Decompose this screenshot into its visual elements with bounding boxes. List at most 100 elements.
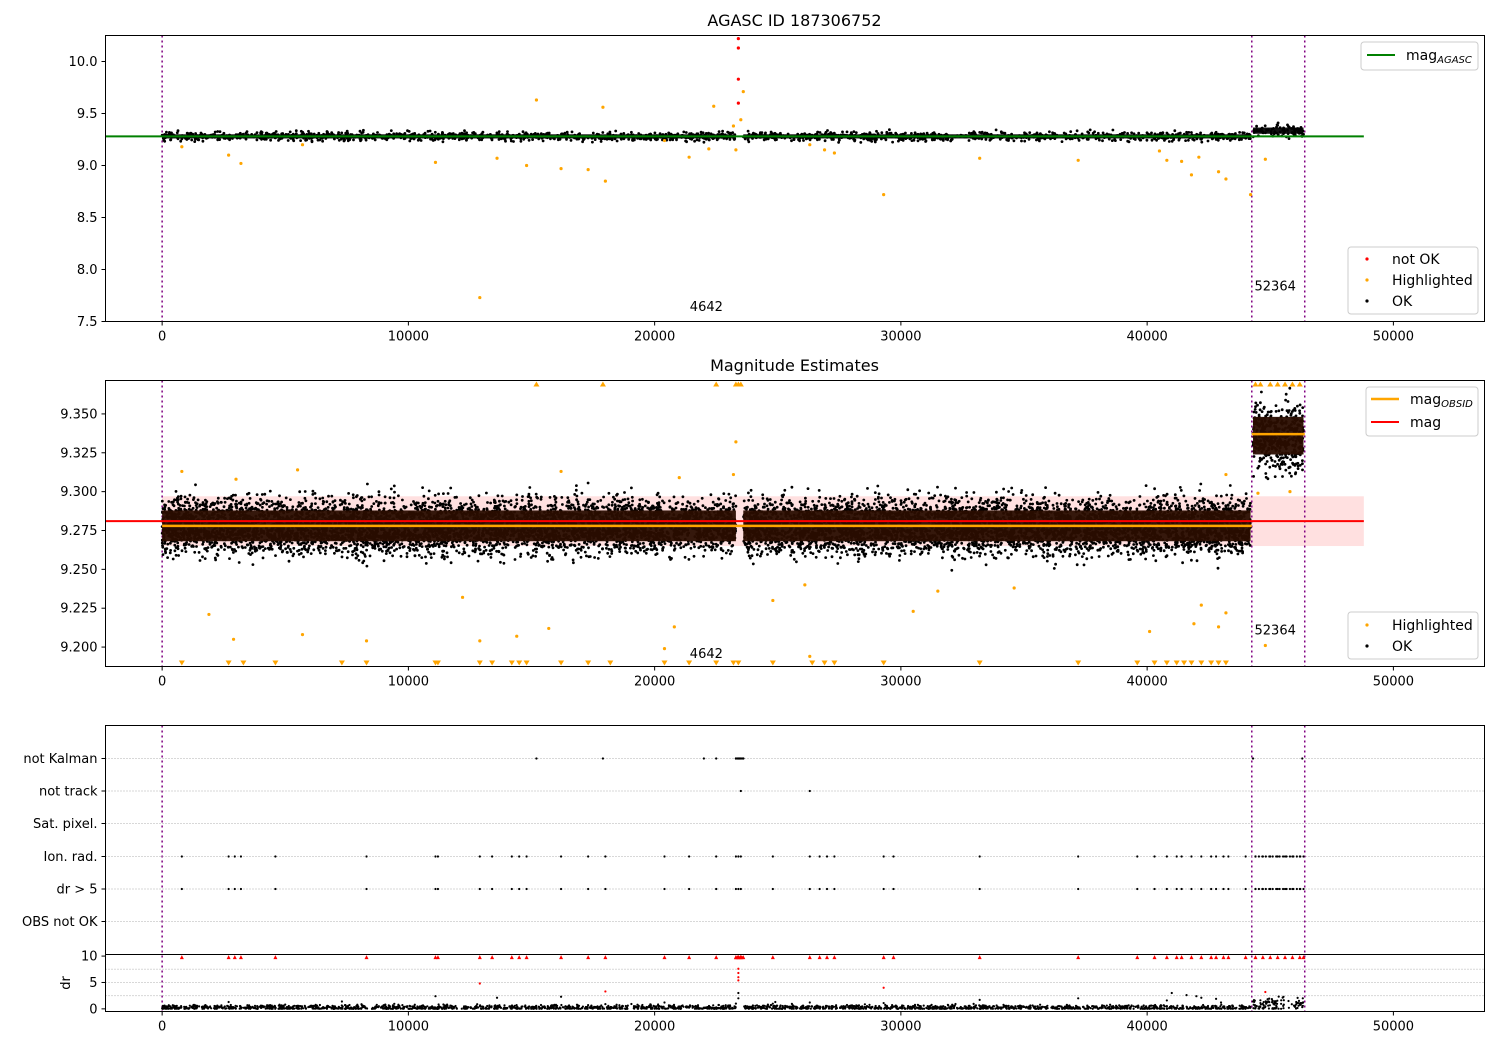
ok-point: [534, 554, 537, 558]
ok-point: [1290, 126, 1294, 130]
ok-point: [379, 547, 383, 551]
ok-point: [395, 132, 398, 136]
ok-point: [264, 137, 268, 141]
not-ok-point: [736, 77, 740, 81]
ok-point: [627, 501, 631, 505]
ok-point: [534, 492, 538, 496]
ok-point: [176, 137, 180, 141]
ok-point: [376, 131, 379, 134]
ok-point: [235, 499, 238, 503]
ok-point: [1012, 139, 1016, 143]
ok-point: [566, 133, 570, 137]
ok-point: [540, 136, 544, 140]
ok-point: [441, 505, 445, 508]
ok-point: [599, 137, 603, 141]
ok-point: [938, 137, 942, 141]
ok-point: [1126, 132, 1129, 135]
ok-point: [575, 484, 578, 487]
ok-point: [244, 137, 248, 141]
ok-point: [613, 545, 617, 549]
ok-point: [383, 495, 387, 499]
ok-point: [289, 498, 292, 501]
ok-point: [571, 503, 575, 507]
ok-point: [428, 129, 432, 133]
ok-point: [759, 132, 763, 136]
ok-point: [399, 554, 403, 558]
ok-point: [1133, 138, 1137, 141]
ok-point: [310, 139, 314, 143]
highlighted-legend-label: Highlighted: [1392, 273, 1473, 289]
ok-point: [265, 131, 269, 135]
ok-point: [444, 503, 448, 507]
ok-point: [294, 129, 298, 133]
ok-point: [166, 542, 170, 546]
ok-point: [471, 543, 475, 547]
ok-point: [1214, 138, 1218, 141]
ok-point: [1033, 133, 1037, 136]
ok-point: [852, 130, 856, 134]
ok-point: [533, 132, 537, 135]
ok-point: [500, 494, 504, 498]
ok-point: [1278, 130, 1282, 134]
ok-point: [1233, 133, 1237, 136]
ok-point: [470, 498, 474, 502]
ok-point: [278, 494, 281, 498]
ok-point: [888, 128, 891, 132]
ok-point: [800, 132, 804, 136]
ok-point: [732, 138, 736, 141]
ok-point: [561, 503, 564, 506]
ok-point: [1170, 139, 1174, 143]
ok-point: [450, 545, 453, 549]
ok-point: [1036, 138, 1040, 141]
ok-point: [457, 544, 460, 547]
ok-point: [832, 131, 836, 135]
ok-point: [243, 546, 247, 549]
ok-point: [796, 132, 800, 136]
ok-point: [818, 131, 822, 134]
ok-point: [751, 132, 755, 136]
ok-point: [734, 494, 737, 498]
ok-point: [1220, 132, 1224, 136]
ok-point: [1167, 140, 1171, 143]
ok-point: [345, 129, 349, 133]
ok-point: [649, 132, 652, 136]
ok-point: [443, 557, 446, 561]
ok-point: [481, 130, 485, 134]
ok-point: [615, 139, 619, 143]
ok-point: [622, 132, 626, 135]
ok-point: [255, 131, 259, 135]
ok-point: [563, 131, 567, 135]
ok-point: [330, 494, 334, 498]
ok-point: [497, 138, 501, 141]
ok-point: [235, 136, 239, 140]
ok-point: [472, 541, 475, 545]
ok-point: [624, 546, 627, 550]
ok-point: [449, 486, 453, 490]
ok-point: [870, 140, 874, 143]
ok-point: [630, 495, 634, 499]
ok-point: [646, 506, 650, 510]
ok-point: [539, 132, 543, 136]
ok-point: [164, 549, 167, 553]
ok-point: [322, 132, 325, 136]
ok-point: [1028, 131, 1032, 135]
ok-point: [1295, 127, 1299, 130]
ok-point: [346, 139, 350, 143]
highlighted-point: [978, 156, 982, 160]
ok-point: [606, 551, 610, 555]
ok-point: [722, 492, 726, 495]
ok-point: [486, 501, 489, 504]
ok-point: [478, 544, 481, 548]
ok-point: [1060, 140, 1064, 144]
highlighted-point: [1157, 149, 1162, 153]
ok-point: [577, 505, 581, 509]
ok-point: [160, 499, 164, 503]
x-tick-label: 50000: [1373, 330, 1414, 345]
ok-point: [506, 130, 509, 134]
ok-point: [262, 137, 266, 141]
ok-point: [593, 138, 597, 142]
ok-point: [1282, 132, 1285, 136]
ok-point: [465, 543, 469, 547]
ok-point: [318, 551, 322, 555]
